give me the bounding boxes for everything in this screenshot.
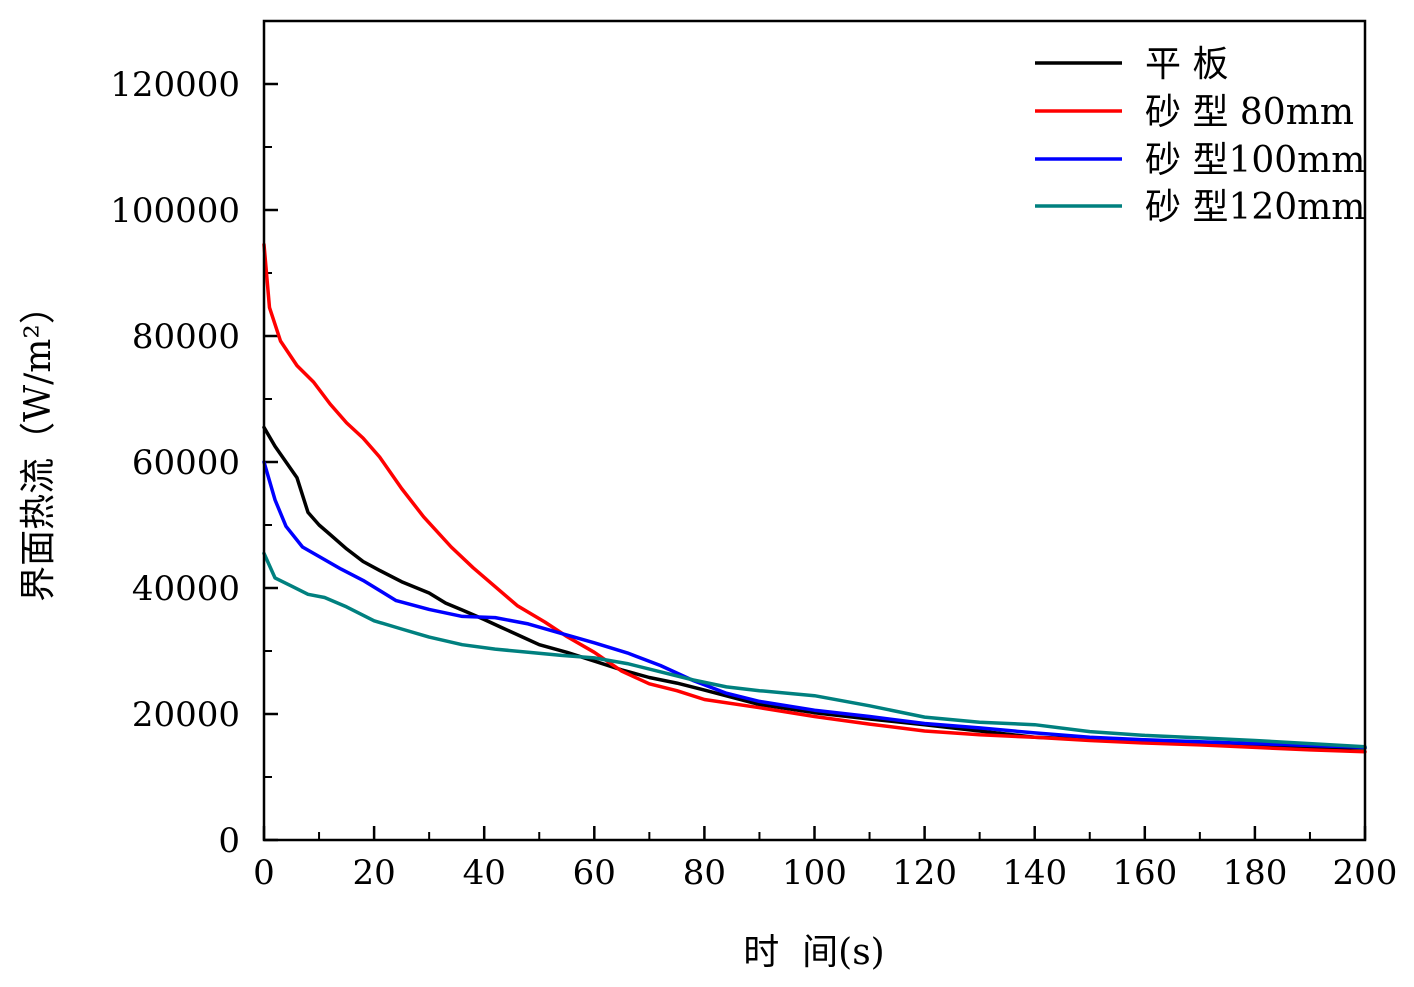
y-tick-label: 120000 [110,65,240,105]
y-tick-label: 0 [218,821,240,861]
y-tick-label: 20000 [132,695,240,735]
legend: 平 板砂 型 80mm 砂 型100mm 砂 型120mm [1035,44,1365,228]
series-layer [262,242,1367,754]
series-line-1 [262,425,1367,750]
series-line-2 [262,242,1367,754]
x-tick-label: 160 [1112,853,1177,893]
y-tick-label: 40000 [132,569,240,609]
x-tick-label: 60 [573,853,616,893]
x-axis-title: 时 间(s) [743,932,884,973]
legend-label-3: 砂 型100mm [1145,140,1365,181]
x-tick-label: 40 [463,853,506,893]
y-tick-label: 60000 [132,443,240,483]
x-tick-label: 140 [1002,853,1067,893]
x-tick-label: 120 [892,853,957,893]
x-tick-label: 0 [253,853,275,893]
y-axis-title: 界面热流（W/m²） [18,288,59,602]
x-tick-label: 80 [683,853,726,893]
series-line-3 [262,460,1367,750]
x-tick-label: 180 [1222,853,1287,893]
legend-label-4: 砂 型120mm [1145,187,1365,228]
x-tick-label: 100 [782,853,847,893]
x-tick-label: 20 [352,853,395,893]
series-line-4 [262,551,1367,749]
plot-frame [262,19,1367,842]
y-tick-label: 80000 [132,317,240,357]
y-tick-label: 100000 [110,191,240,231]
legend-label-2: 砂 型 80mm [1145,92,1354,133]
ticks-layer: 0 20 40 60 80 100 120 140 160 180 200 0 20000 40000 60… [110,20,1398,893]
x-tick-label: 200 [1333,853,1398,893]
legend-label-1: 平 板 [1145,44,1228,85]
